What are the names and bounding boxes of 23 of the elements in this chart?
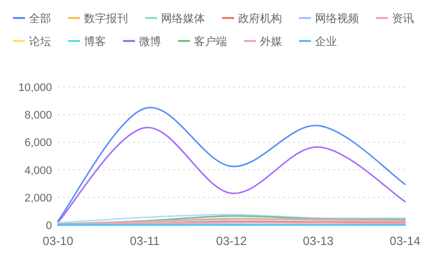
x-tick-label: 03-12	[216, 234, 248, 248]
x-tick-label: 03-14	[390, 234, 421, 248]
y-tick-label: 2,000	[24, 192, 52, 204]
legend-label: 企业	[315, 35, 337, 48]
legend-label: 网络媒体	[161, 13, 205, 25]
x-tick-label: 03-10	[42, 234, 74, 248]
legend-label: 客户端	[194, 35, 227, 48]
x-tick-label: 03-11	[130, 234, 160, 248]
x-tick-label: 03-13	[302, 234, 334, 248]
legend-label: 网络视频	[315, 12, 359, 25]
y-tick-label: 10,000	[18, 82, 52, 94]
y-tick-label: 6,000	[24, 137, 52, 150]
legend-label: 博客	[84, 35, 106, 48]
y-tick-label: 8,000	[24, 110, 52, 122]
legend-label: 外媒	[260, 36, 282, 48]
legend-label: 微博	[139, 35, 161, 48]
legend-label: 数字报刊	[84, 12, 128, 25]
y-tick-label: 4,000	[24, 164, 52, 177]
legend-label: 全部	[29, 12, 51, 25]
legend-label: 论坛	[29, 36, 51, 48]
y-tick-label: 0	[46, 220, 52, 232]
legend-label: 政府机构	[238, 12, 282, 25]
legend-label: 资讯	[392, 13, 414, 25]
